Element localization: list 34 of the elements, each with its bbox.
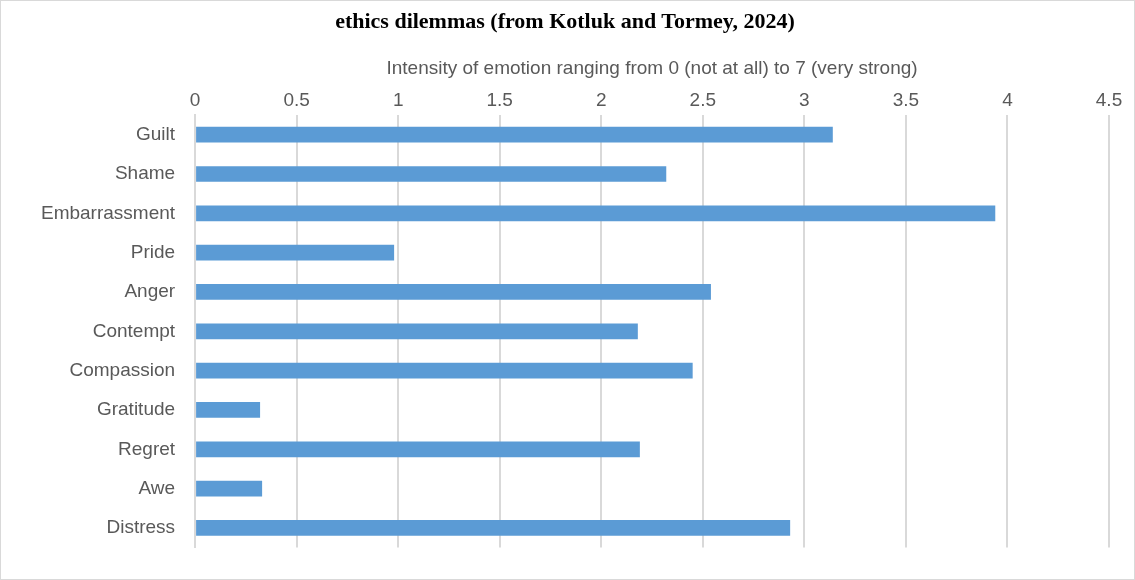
x-tick-label: 4 [1002,88,1014,110]
x-tick-label: 3.5 [892,88,920,110]
x-tick-label: 0.5 [283,88,310,110]
y-tick-label: Compassion [69,358,176,380]
x-axis-title: Intensity of emotion ranging from 0 (not at all) to 7 (very strong) [386,57,918,79]
x-tick-label: 3 [799,88,810,110]
x-tick-label: 1 [392,88,404,110]
y-tick-label: Contempt [92,319,176,341]
bar [196,362,693,379]
y-tick-label: Awe [138,476,176,498]
y-tick-label: Pride [130,240,176,262]
x-tick-label: 1.5 [486,88,513,110]
y-tick-label: Embarrassment [40,201,176,223]
bar [196,244,395,261]
x-tick-label: 0 [189,88,201,110]
x-tick-label: 2 [595,88,607,110]
bar [196,402,261,418]
bar [196,166,667,182]
y-tick-label: Shame [114,162,176,184]
y-tick-label: Guilt [136,122,176,144]
x-tick-label: 2.5 [689,88,717,110]
chart-title: ethics dilemmas (from Kotluk and Tormey, 2024) [335,7,795,33]
bar [196,480,263,497]
bar [196,126,833,143]
y-tick-label: Distress [106,516,176,538]
bar [196,441,640,458]
y-tick-label: Gratitude [96,398,176,420]
bar [196,205,996,222]
y-tick-label: Anger [124,280,176,302]
bar [196,284,711,300]
x-tick-label: 4.5 [1095,88,1123,110]
bar [196,520,791,536]
bar [196,323,638,340]
y-tick-label: Regret [118,437,176,459]
